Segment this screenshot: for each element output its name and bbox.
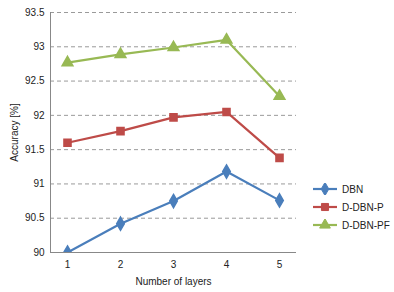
svg-text:91: 91 xyxy=(33,178,45,189)
svg-text:92: 92 xyxy=(33,110,45,121)
svg-text:93.5: 93.5 xyxy=(25,7,45,18)
html-text:D-DBN-P: D-DBN-P xyxy=(342,201,384,213)
svg-text:93: 93 xyxy=(33,41,45,52)
svg-text:5: 5 xyxy=(277,259,283,270)
svg-text:91.5: 91.5 xyxy=(25,144,45,155)
svg-text:90: 90 xyxy=(33,247,45,258)
svg-text:Accuracy [%]: Accuracy [%] xyxy=(9,103,20,162)
svg-text:Number of layers: Number of layers xyxy=(135,276,211,287)
svg-text:2: 2 xyxy=(118,259,124,270)
html-text:D-DBN-PF: D-DBN-PF xyxy=(342,219,390,231)
svg-text:92.5: 92.5 xyxy=(25,75,45,86)
html-text:DBN: DBN xyxy=(342,183,364,195)
svg-text:90.5: 90.5 xyxy=(25,212,45,223)
svg-text:4: 4 xyxy=(224,259,230,270)
svg-text:3: 3 xyxy=(171,259,177,270)
svg-text:1: 1 xyxy=(65,259,71,270)
